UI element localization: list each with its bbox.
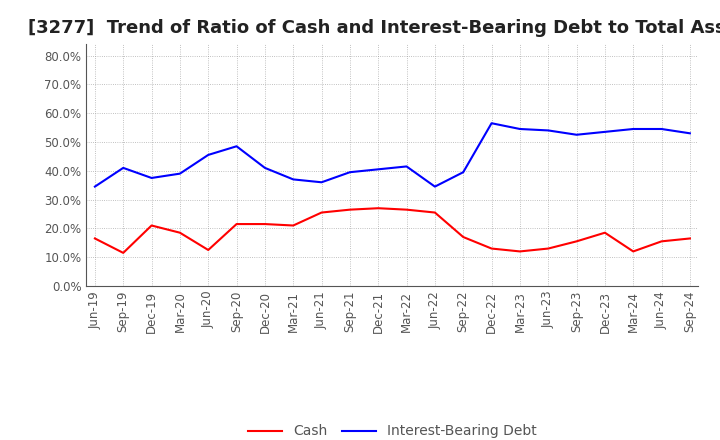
Interest-Bearing Debt [148,175,156,180]
Cash [629,249,637,254]
Line: Cash: Cash [95,208,690,253]
Cash [516,249,524,254]
Interest-Bearing Debt [346,169,354,175]
Cash [204,247,212,253]
Interest-Bearing Debt [431,184,439,189]
Interest-Bearing Debt [318,180,326,185]
Interest-Bearing Debt [374,167,382,172]
Interest-Bearing Debt [261,165,269,171]
Interest-Bearing Debt [459,169,467,175]
Interest-Bearing Debt [204,152,212,158]
Cash [487,246,496,251]
Interest-Bearing Debt [487,121,496,126]
Cash [572,239,581,244]
Cash [346,207,354,212]
Cash [431,210,439,215]
Interest-Bearing Debt [657,126,666,132]
Interest-Bearing Debt [91,184,99,189]
Cash [544,246,552,251]
Cash [402,207,411,212]
Interest-Bearing Debt [629,126,637,132]
Interest-Bearing Debt [119,165,127,171]
Cash [600,230,609,235]
Cash [657,239,666,244]
Interest-Bearing Debt [544,128,552,133]
Cash [261,221,269,227]
Interest-Bearing Debt [402,164,411,169]
Cash [459,235,467,240]
Legend: Cash, Interest-Bearing Debt: Cash, Interest-Bearing Debt [242,419,543,440]
Cash [176,230,184,235]
Cash [374,205,382,211]
Cash [685,236,694,241]
Cash [289,223,297,228]
Title: [3277]  Trend of Ratio of Cash and Interest-Bearing Debt to Total Assets: [3277] Trend of Ratio of Cash and Intere… [28,19,720,37]
Interest-Bearing Debt [685,131,694,136]
Cash [119,250,127,256]
Interest-Bearing Debt [289,177,297,182]
Line: Interest-Bearing Debt: Interest-Bearing Debt [95,123,690,187]
Interest-Bearing Debt [572,132,581,137]
Cash [233,221,241,227]
Cash [318,210,326,215]
Cash [148,223,156,228]
Cash [91,236,99,241]
Interest-Bearing Debt [176,171,184,176]
Interest-Bearing Debt [516,126,524,132]
Interest-Bearing Debt [600,129,609,135]
Interest-Bearing Debt [233,143,241,149]
